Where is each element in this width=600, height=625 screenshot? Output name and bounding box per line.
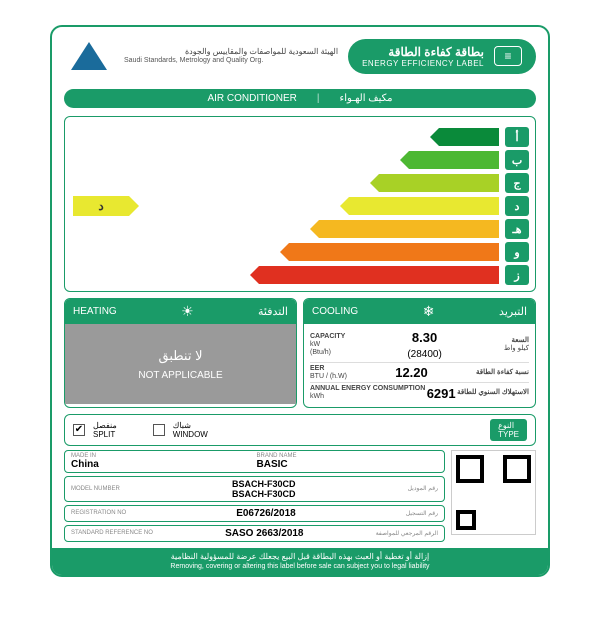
cap-lbl-en: CAPACITY [310, 333, 345, 340]
org-name-ar: الهيئة السعودية للمواصفات والمقاييس والج… [124, 47, 338, 57]
rating-letter-5: و [505, 242, 529, 262]
model-val: BSACH-F30CD [232, 479, 296, 489]
rating-letter-2: ج [505, 173, 529, 193]
panels: HEATING ☀ التدفئة لا تنطبق NOT APPLICABL… [64, 298, 536, 408]
made-in-val: China [71, 459, 253, 470]
split-checkbox: ✔ [73, 424, 85, 436]
heating-na-ar: لا تنطبق [159, 348, 203, 364]
cap-val: 8.30 [412, 330, 437, 345]
footer-warning: إزالة أو تغطية أو العبث بهذه البطاقة قبل… [52, 548, 548, 575]
rating-letter-0: أ [505, 127, 529, 147]
title-ar: بطاقة كفاءة الطاقة [362, 45, 484, 59]
annual-val: 6291 [427, 386, 456, 401]
qr-code [451, 450, 536, 535]
brand-val: BASIC [257, 459, 439, 470]
eer-val: 12.20 [395, 365, 428, 380]
rating-letter-4: هـ [505, 219, 529, 239]
product-bar: AIR CONDITIONER | مكيف الهـواء [64, 89, 536, 108]
selected-rating: د [73, 196, 129, 216]
rating-bar-2 [379, 174, 499, 192]
heating-na-en: NOT APPLICABLE [138, 370, 222, 381]
saso-logo [64, 35, 114, 77]
rating-letter-6: ز [505, 265, 529, 285]
annual-lbl-en: ANNUAL ENERGY CONSUMPTION [310, 385, 425, 392]
title-badge: بطاقة كفاءة الطاقة ENERGY EFFICIENCY LAB… [348, 39, 536, 74]
rating-letter-1: ب [505, 150, 529, 170]
title-en: ENERGY EFFICIENCY LABEL [362, 59, 484, 68]
sun-icon: ☀ [181, 303, 194, 320]
separator: | [317, 93, 320, 104]
rating-bar-6 [259, 266, 499, 284]
rating-chart: أبجدهـوز د [64, 116, 536, 292]
rating-bar-0 [439, 128, 499, 146]
energy-label-card: الهيئة السعودية للمواصفات والمقاييس والج… [50, 25, 550, 577]
cooling-title-ar: التبريد [499, 305, 527, 318]
org-name: الهيئة السعودية للمواصفات والمقاييس والج… [124, 47, 338, 65]
org-name-en: Saudi Standards, Metrology and Quality O… [124, 57, 338, 65]
info-section: MADE INChina BRAND NAMEBASIC MODEL NUMBE… [64, 450, 536, 545]
eer-lbl-en: EER [310, 365, 324, 372]
product-ar: مكيف الهـواء [340, 93, 393, 104]
heating-title-ar: التدفئة [258, 305, 288, 318]
rating-bar-1 [409, 151, 499, 169]
heating-panel: HEATING ☀ التدفئة لا تنطبق NOT APPLICABL… [64, 298, 297, 408]
cooling-title-en: COOLING [312, 306, 358, 317]
window-checkbox [153, 424, 165, 436]
ac-icon: ≡ [494, 46, 522, 66]
rating-bar-4 [319, 220, 499, 238]
std-val: SASO 2663/2018 [225, 528, 303, 539]
type-row: ✔ منفصلSPLIT شباكWINDOW النوعTYPE [64, 414, 536, 446]
snowflake-icon: ❄ [423, 303, 435, 320]
header: الهيئة السعودية للمواصفات والمقاييس والج… [52, 27, 548, 85]
reg-val: E06726/2018 [236, 508, 296, 519]
rating-bar-3 [349, 197, 499, 215]
rating-letter-3: د [505, 196, 529, 216]
product-en: AIR CONDITIONER [207, 93, 296, 104]
heating-title-en: HEATING [73, 306, 117, 317]
cooling-panel: COOLING ❄ التبريد CAPACITYkW(Btu/h) 8.30… [303, 298, 536, 408]
rating-bar-5 [289, 243, 499, 261]
